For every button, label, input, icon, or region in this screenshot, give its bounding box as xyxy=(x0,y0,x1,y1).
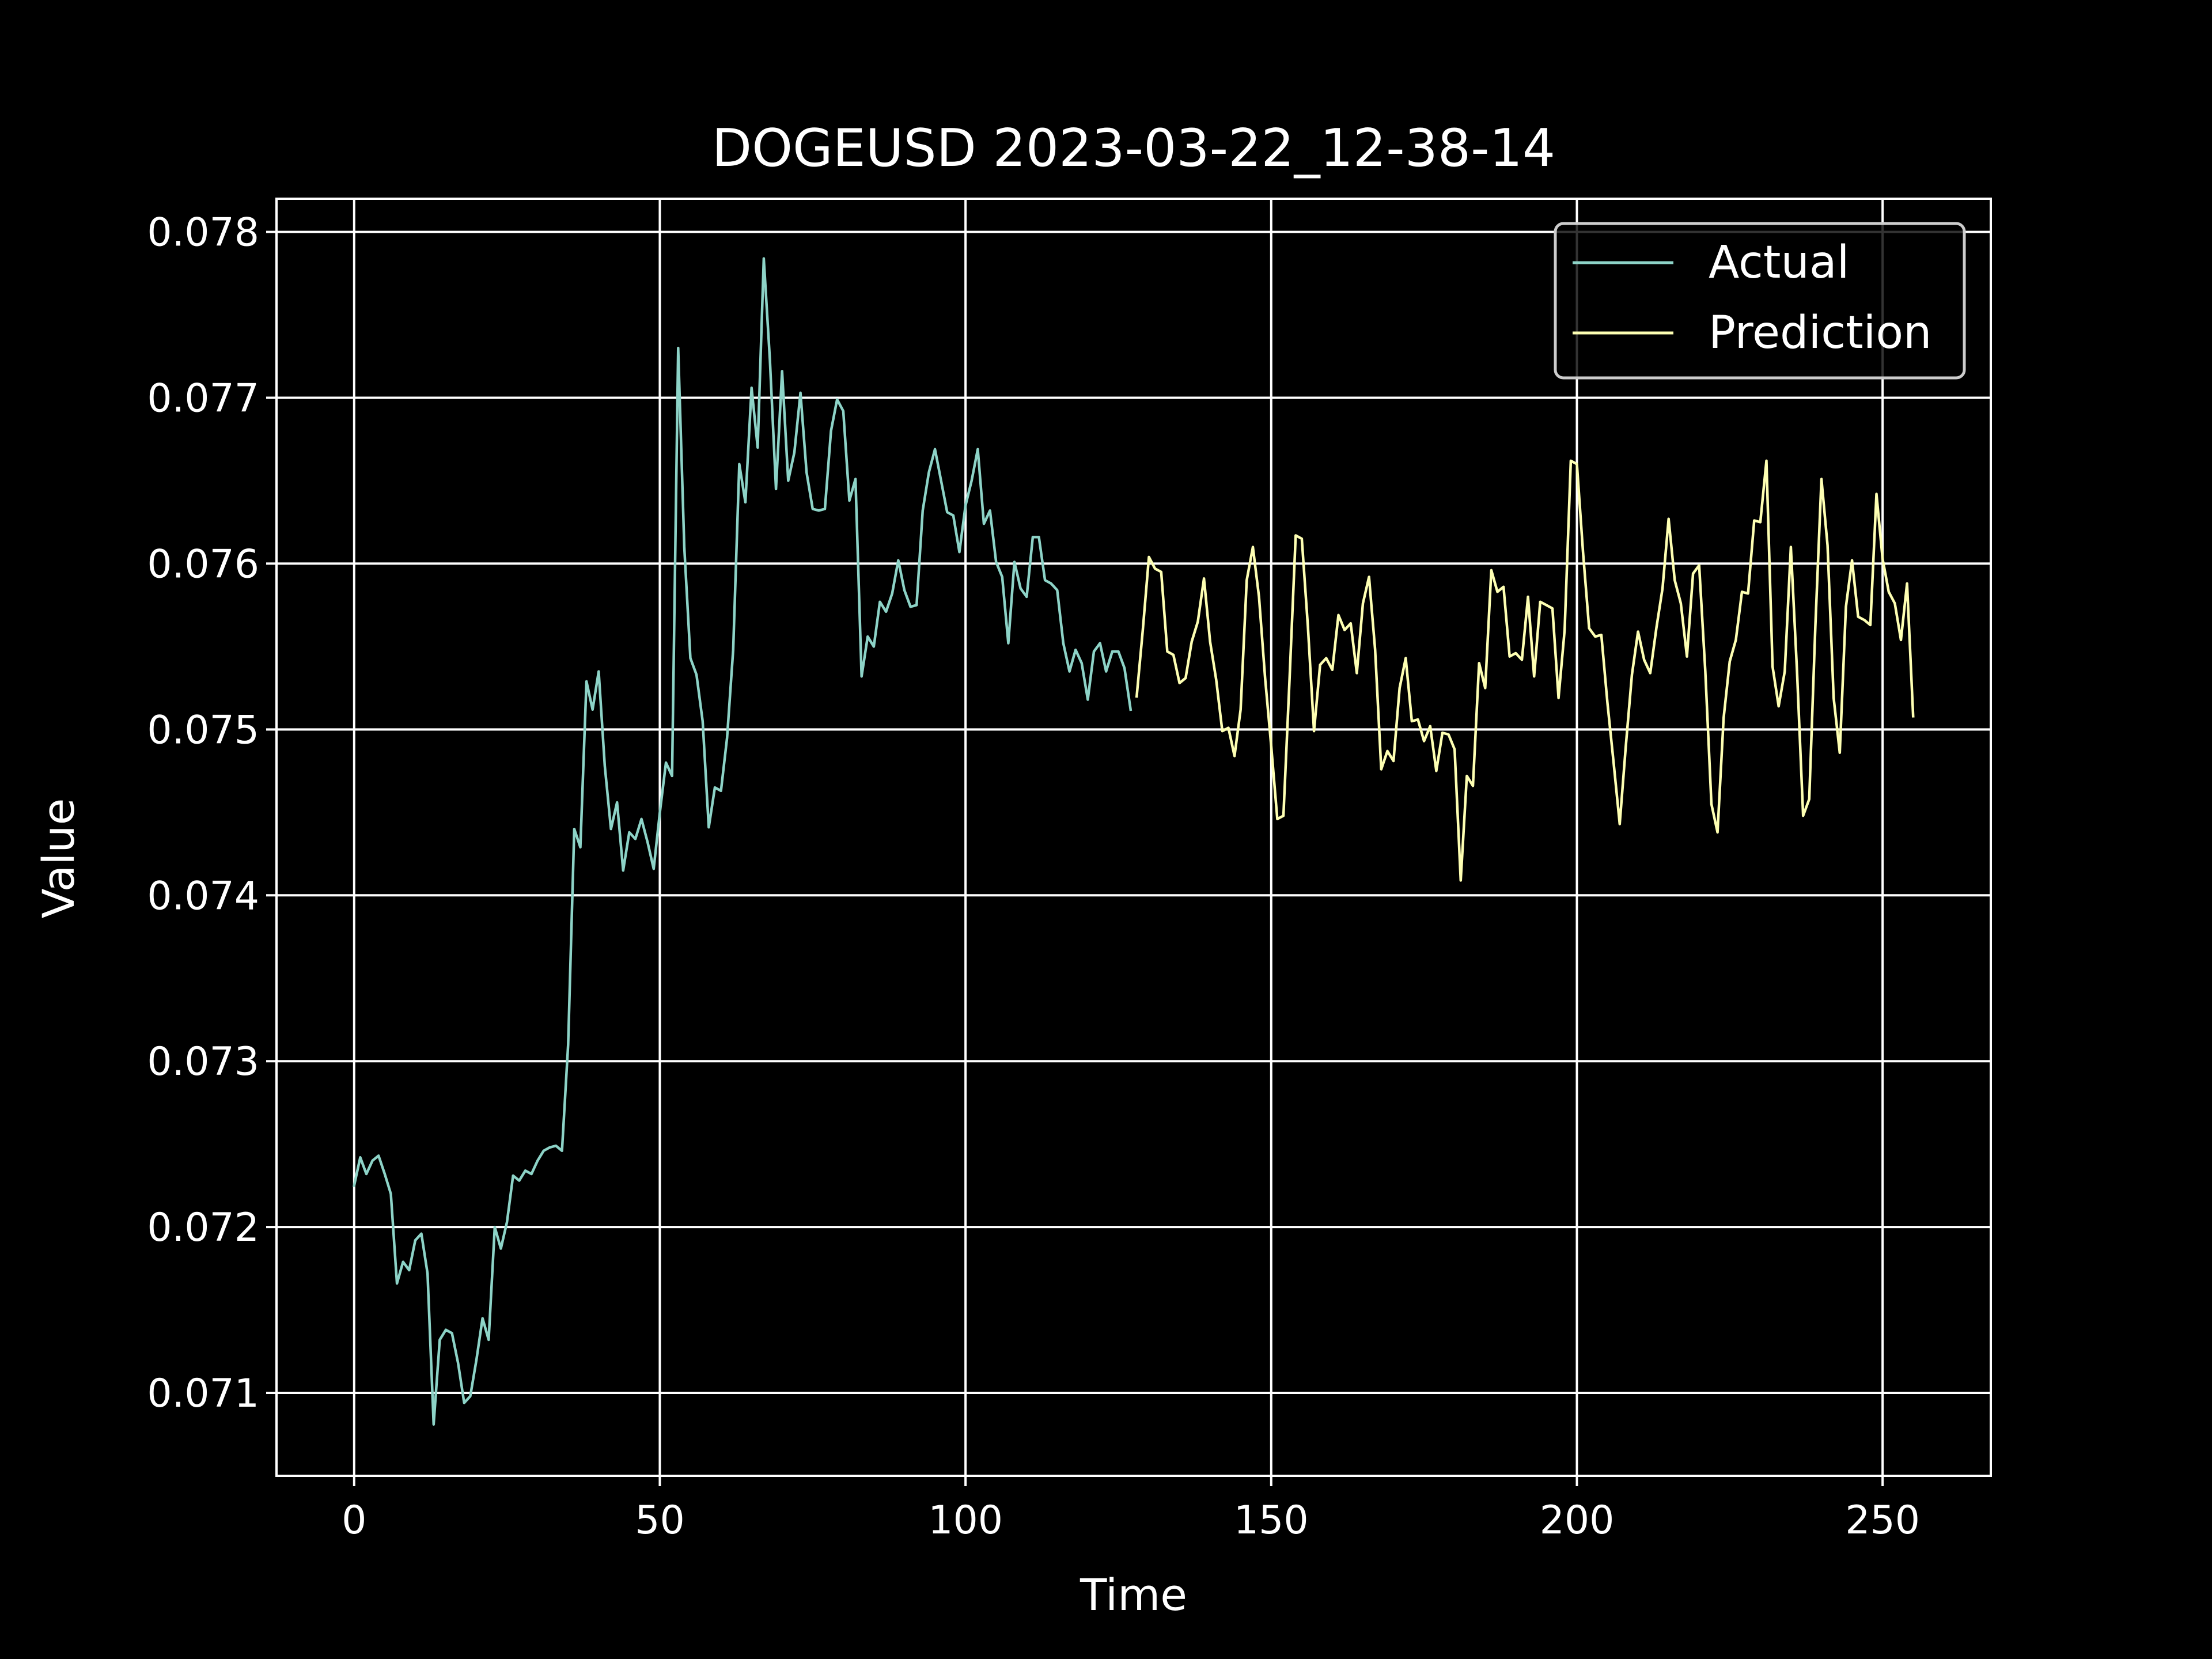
y-tick-label: 0.078 xyxy=(147,210,259,256)
x-tick-label: 0 xyxy=(342,1498,366,1543)
y-tick-label: 0.075 xyxy=(147,707,259,753)
legend-label-actual: Actual xyxy=(1709,237,1849,289)
chart-title: DOGEUSD 2023-03-22_12-38-14 xyxy=(712,118,1555,179)
x-tick-label: 100 xyxy=(928,1498,1003,1543)
series-layer xyxy=(353,257,1915,1426)
y-axis-label: Value xyxy=(33,798,84,919)
x-tick-label: 200 xyxy=(1540,1498,1615,1543)
y-tick-label: 0.072 xyxy=(147,1205,259,1251)
plot-frame xyxy=(275,198,1992,1477)
x-tick-label: 250 xyxy=(1845,1498,1920,1543)
x-tick-label: 150 xyxy=(1234,1498,1309,1543)
y-tick-label: 0.071 xyxy=(147,1371,259,1416)
ticks: 0 50 100 150 200 250 0.071 0.072 0.073 0.074 0.075… xyxy=(147,210,1920,1543)
x-axis-label: Time xyxy=(1080,1569,1187,1620)
x-tick-label: 50 xyxy=(635,1498,685,1543)
grid xyxy=(276,199,1991,1476)
series-line-actual xyxy=(353,257,1132,1426)
y-tick-label: 0.073 xyxy=(147,1039,259,1085)
y-tick-label: 0.076 xyxy=(147,541,259,587)
legend-label-prediction: Prediction xyxy=(1709,307,1932,359)
y-tick-label: 0.077 xyxy=(147,376,259,422)
legend: Actual Prediction xyxy=(1554,222,1966,380)
series-line-prediction xyxy=(1135,459,1915,882)
y-tick-label: 0.074 xyxy=(147,873,259,919)
